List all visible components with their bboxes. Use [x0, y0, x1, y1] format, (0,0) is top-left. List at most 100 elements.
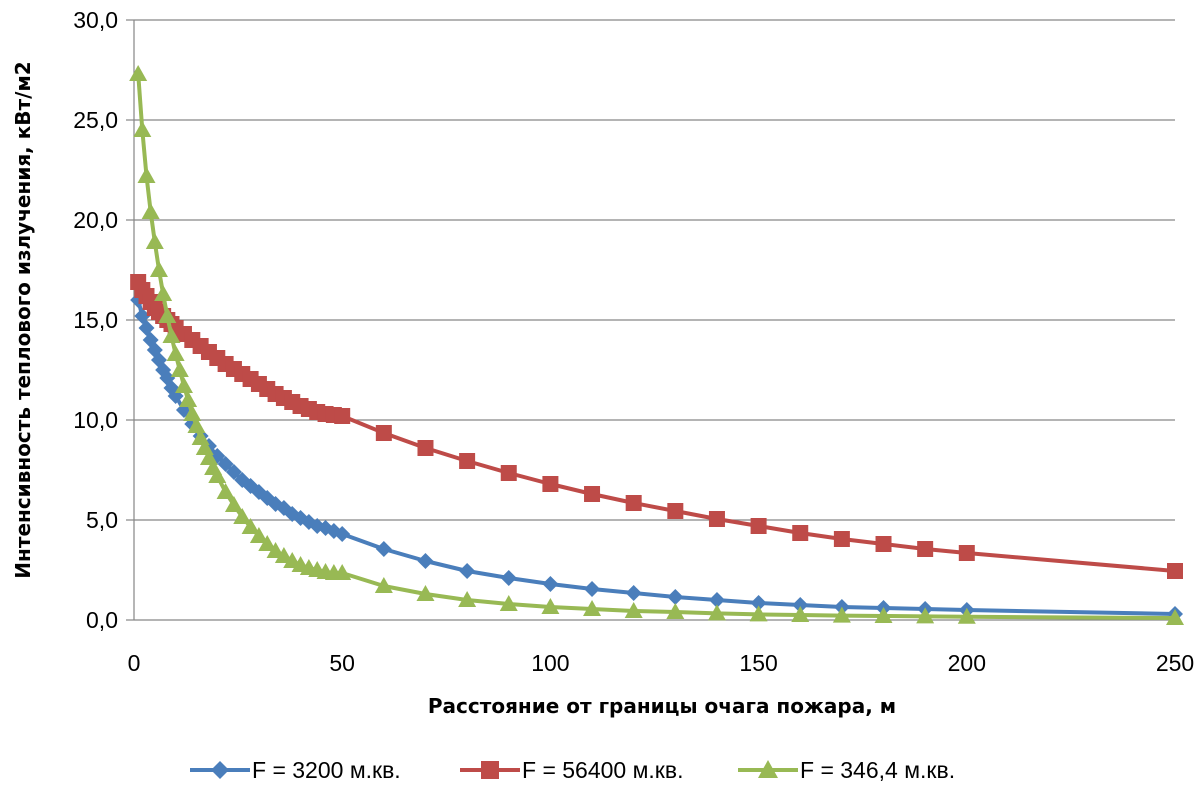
data-point	[149, 261, 168, 277]
data-point	[758, 760, 778, 778]
data-point	[162, 327, 181, 343]
x-tick-label: 100	[531, 650, 569, 676]
x-tick-label: 150	[739, 650, 777, 676]
data-point	[134, 308, 151, 324]
x-tick-label: 0	[128, 650, 141, 676]
x-tick-labels: 0 50 100 150 200 250	[128, 650, 1195, 676]
data-point	[792, 597, 809, 613]
data-point	[707, 604, 726, 621]
data-point	[667, 503, 684, 519]
series-1	[130, 292, 1183, 622]
data-point	[584, 581, 601, 597]
data-point	[481, 761, 499, 779]
legend: F = 3200 м.кв. F = 56400 м.кв. F = 346,4 м…	[190, 757, 955, 783]
data-point	[459, 563, 476, 579]
x-tick-label: 250	[1156, 650, 1194, 676]
data-point	[792, 525, 809, 541]
legend-item: F = 3200 м.кв.	[190, 757, 401, 783]
data-point	[208, 467, 227, 483]
data-point	[187, 417, 206, 433]
y-tick-label: 0,0	[86, 607, 118, 633]
data-point	[174, 377, 193, 393]
plot-area	[129, 65, 1184, 625]
legend-label: F = 346,4 м.кв.	[800, 757, 955, 783]
data-point	[179, 391, 198, 407]
data-point	[542, 476, 559, 492]
data-point	[499, 595, 518, 611]
data-point	[874, 607, 893, 623]
data-point	[750, 518, 767, 534]
data-point	[374, 577, 393, 593]
data-point	[241, 518, 260, 534]
data-point	[625, 495, 642, 511]
data-point	[957, 607, 976, 624]
series-line	[136, 281, 1176, 573]
data-point	[708, 592, 725, 608]
data-point	[137, 167, 156, 183]
legend-label: F = 3200 м.кв.	[252, 757, 401, 783]
y-tick-labels: 0,0 5,0 10,0 15,0 20,0 25,0 30,0	[73, 7, 118, 633]
series-line	[136, 73, 1176, 620]
axes	[133, 20, 1175, 621]
data-point	[500, 570, 517, 586]
data-point	[1167, 563, 1183, 579]
data-point	[500, 465, 517, 481]
data-point	[334, 526, 351, 542]
data-point	[258, 535, 277, 551]
data-point	[666, 603, 685, 619]
data-point	[916, 607, 935, 624]
data-point	[170, 361, 189, 377]
data-point	[141, 203, 160, 219]
data-point	[233, 508, 252, 524]
data-point	[216, 483, 235, 499]
data-point	[458, 591, 477, 607]
y-tick-label: 20,0	[73, 207, 118, 233]
data-point	[624, 602, 643, 618]
data-point	[584, 486, 601, 502]
data-point	[154, 285, 173, 301]
data-point	[145, 233, 164, 249]
data-point	[459, 453, 476, 469]
data-point	[211, 761, 229, 779]
data-point	[791, 606, 810, 622]
data-point	[416, 585, 435, 601]
data-point	[217, 456, 234, 472]
y-tick-label: 5,0	[86, 507, 118, 533]
data-point	[417, 440, 434, 456]
data-point	[667, 589, 684, 605]
series-3	[129, 65, 1184, 625]
legend-item: F = 56400 м.кв.	[460, 757, 683, 783]
legend-item: F = 346,4 м.кв.	[738, 757, 955, 783]
data-point	[133, 121, 152, 137]
data-point	[334, 408, 351, 424]
data-point	[750, 595, 767, 611]
data-point	[249, 527, 268, 543]
y-tick-label: 15,0	[73, 307, 118, 333]
x-tick-label: 200	[948, 650, 986, 676]
data-point	[541, 598, 560, 614]
data-point	[625, 585, 642, 601]
data-point	[158, 307, 177, 323]
data-point	[166, 345, 185, 361]
data-point	[833, 531, 850, 547]
data-point	[1166, 609, 1184, 625]
y-tick-label: 10,0	[73, 407, 118, 433]
data-point	[138, 320, 155, 336]
data-point	[875, 536, 892, 552]
y-tick-label: 30,0	[73, 7, 118, 33]
data-point	[749, 605, 768, 622]
legend-label: F = 56400 м.кв.	[522, 757, 683, 783]
data-point	[225, 464, 242, 480]
data-point	[183, 405, 202, 421]
y-tick-label: 25,0	[73, 107, 118, 133]
data-point	[224, 496, 243, 512]
data-point	[129, 65, 148, 81]
x-axis-label: Расстояние от границы очага пожара, м	[428, 694, 896, 718]
data-point	[832, 606, 851, 623]
y-axis-label: Интенсивность теплового излучения, кВт/м…	[11, 61, 35, 578]
data-point	[333, 564, 352, 580]
data-point	[708, 511, 725, 527]
data-point	[242, 478, 259, 494]
x-tick-label: 50	[329, 650, 355, 676]
